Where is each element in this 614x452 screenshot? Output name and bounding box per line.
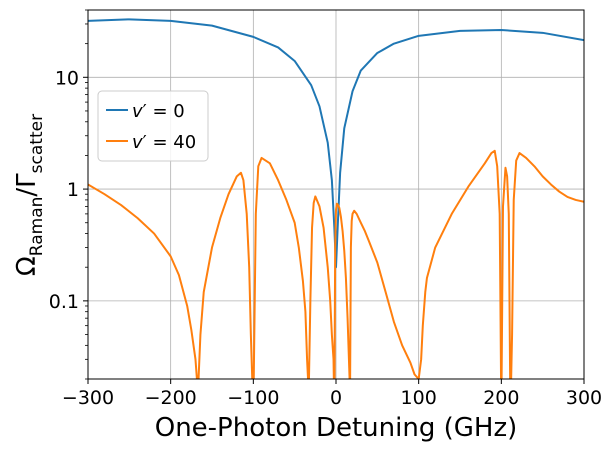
- y-tick-label: 10: [55, 67, 79, 89]
- legend-frame: [97, 90, 209, 162]
- x-tick-label: −300: [62, 387, 114, 409]
- x-tick-label: 300: [566, 387, 602, 409]
- x-axis-label: One-Photon Detuning (GHz): [155, 413, 518, 443]
- legend-entry-v40: v′ = 40: [132, 132, 196, 153]
- x-tick-label: −200: [145, 387, 197, 409]
- y-axis-label: ΩRaman/Γscatter: [12, 114, 47, 276]
- series-line-v40: [88, 149, 584, 379]
- y-tick-label: 1: [67, 179, 79, 201]
- x-ticks: −300 −200 −100 0 100 200 300: [62, 379, 602, 409]
- x-tick-label: −100: [227, 387, 279, 409]
- x-tick-label: 0: [330, 387, 342, 409]
- x-tick-label: 200: [483, 387, 519, 409]
- series-layer: [88, 18, 584, 379]
- y-ticks: 0.1 1 10: [49, 67, 88, 313]
- y-tick-label: 0.1: [49, 291, 79, 313]
- legend: v′ = 0 v′ = 40: [97, 90, 209, 162]
- legend-entry-v0: v′ = 0: [132, 101, 185, 122]
- x-tick-label: 100: [401, 387, 437, 409]
